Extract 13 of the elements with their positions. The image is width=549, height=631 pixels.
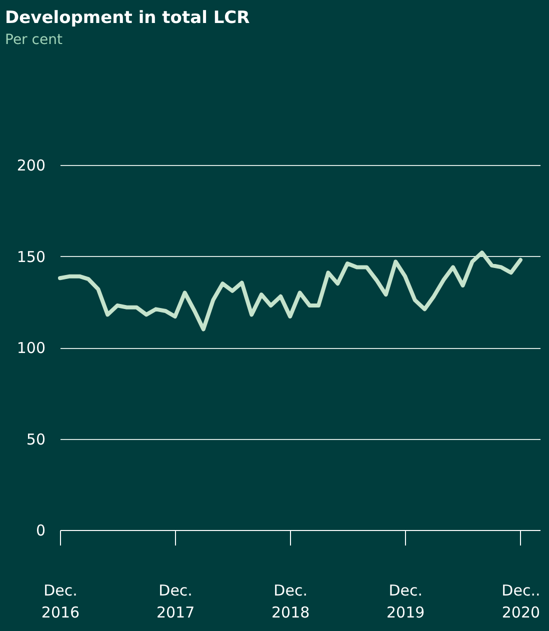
y-tick-label: 100 [16, 339, 46, 357]
y-tick-label: 50 [26, 430, 46, 448]
chart-subtitle: Per cent [5, 32, 63, 48]
y-tick-label: 150 [16, 248, 46, 266]
x-tick-label: Dec. 2017 [156, 582, 195, 622]
x-tick-label: Dec. 2019 [386, 582, 425, 622]
line-series [58, 250, 522, 332]
chart-title: Development in total LCR [5, 8, 250, 28]
x-tick-label: Dec.. 2020 [502, 582, 540, 622]
y-tick-label: 200 [16, 156, 46, 174]
x-tick-label: Dec. 2018 [271, 582, 310, 622]
x-tick-label: Dec. 2016 [41, 582, 80, 622]
y-tick-label: 0 [36, 522, 46, 540]
